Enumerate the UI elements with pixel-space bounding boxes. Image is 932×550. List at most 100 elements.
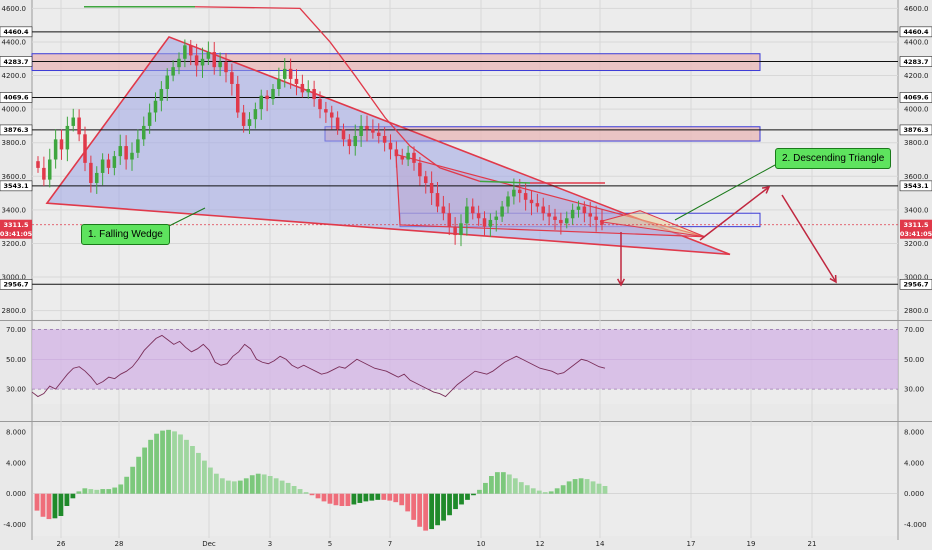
candle-body [306,88,311,93]
y-tick-label-left: 3000.0 [2,274,27,282]
level-label-bg-right [899,180,932,192]
macd-bar [393,493,399,503]
candle-body [459,223,463,236]
candle-body [89,162,93,184]
candle-body [529,199,534,204]
level-label-bg-right [899,56,932,67]
current-price-bg-left [0,219,32,239]
candle-body [171,67,175,76]
macd-bar [94,489,100,494]
x-tick-label: 3 [268,540,272,548]
macd-bar [261,474,267,494]
candle-body [83,134,87,163]
macd-bar [255,473,261,494]
x-tick-label: 19 [747,540,756,548]
macd-bar [447,493,452,516]
macd-bar [297,489,303,494]
level-label-right: 3543.1 [903,182,929,190]
macd-bar [100,489,106,494]
macd-bar [70,493,76,499]
moving-average-line [194,6,481,182]
candle-body [118,146,123,157]
candle-body [141,125,146,140]
y-tick-label-left: 4400.0 [2,38,27,46]
candle-body [36,161,40,168]
y-tick-label-right: 3400.0 [904,206,929,214]
macd-bar [560,485,566,494]
candle-body [235,83,240,113]
candle-body [400,156,405,160]
candle-body [423,176,428,184]
macd-bar [405,493,411,512]
macd-bar [202,460,207,494]
candle-body [312,88,316,100]
macd-bar [237,480,243,494]
x-tick-label: 28 [115,540,124,548]
macd-bar [172,431,177,494]
falling-wedge-label: 1. Falling Wedge [81,224,170,245]
current-price-label-left: 3311.5 [3,221,29,229]
y-tick-label-right: 4000.0 [904,106,929,114]
level-label-left: 4069.6 [3,94,29,102]
candle-body [506,196,510,207]
candle-body [53,139,58,160]
candle-body [212,52,217,68]
macd-bar [243,478,249,494]
level-label-left: 4460.4 [3,28,29,36]
candle-body [259,95,264,110]
macd-tick-left: 8.000 [6,429,26,437]
candle-body [271,88,275,100]
macd-bar [399,493,405,506]
candle-body [388,142,393,150]
macd-bar [375,493,381,500]
rsi-tick-left: 50.00 [6,356,26,364]
candle-body [476,213,481,219]
candle-body [230,72,234,84]
rsi-line [31,334,606,398]
macd-bar [327,493,333,504]
macd-bar [369,493,375,501]
x-tick-label: Dec [202,540,216,548]
candle-body [153,100,158,113]
candle-body [124,146,128,160]
macd-tick-right: 8.000 [904,429,924,437]
level-label-right: 4069.6 [903,94,929,102]
candle-body [265,95,269,100]
level-label-bg-right [899,278,932,290]
macd-bar [46,493,52,520]
candle-body [159,88,164,101]
y-tick-label-right: 3000.0 [904,274,929,282]
candle-body [288,68,293,79]
candle-body [183,45,187,59]
level-label-bg-right [899,92,932,103]
macd-bar [40,493,46,517]
macd-bar [584,479,590,494]
macd-bar [136,456,142,494]
candle-body [300,83,305,93]
macd-tick-left: -4.000 [3,521,26,529]
level-label-left: 4283.7 [3,58,28,66]
down-arrow-target-head [616,278,626,287]
descending-triangle-callout [674,164,776,221]
macd-bar [387,493,393,501]
macd-bar [524,485,530,494]
macd-bar [423,493,429,531]
level-label-right: 3876.3 [903,126,928,134]
candle-body [106,159,111,168]
macd-bar [578,478,584,494]
macd-bar [76,491,82,494]
rsi-tick-right: 30.00 [904,386,924,394]
y-tick-label-right: 3600.0 [904,173,929,181]
level-label-bg-right [899,26,932,38]
y-tick-label-left: 2800.0 [2,307,27,315]
y-tick-label-left: 4200.0 [2,72,27,80]
macd-bar [88,489,94,494]
macd-bar [148,439,153,494]
candle-body [564,218,569,224]
rsi-tick-left: 70.00 [6,326,26,334]
macd-bar [82,488,88,494]
macd-bar [249,475,255,494]
candle-body [512,189,516,197]
